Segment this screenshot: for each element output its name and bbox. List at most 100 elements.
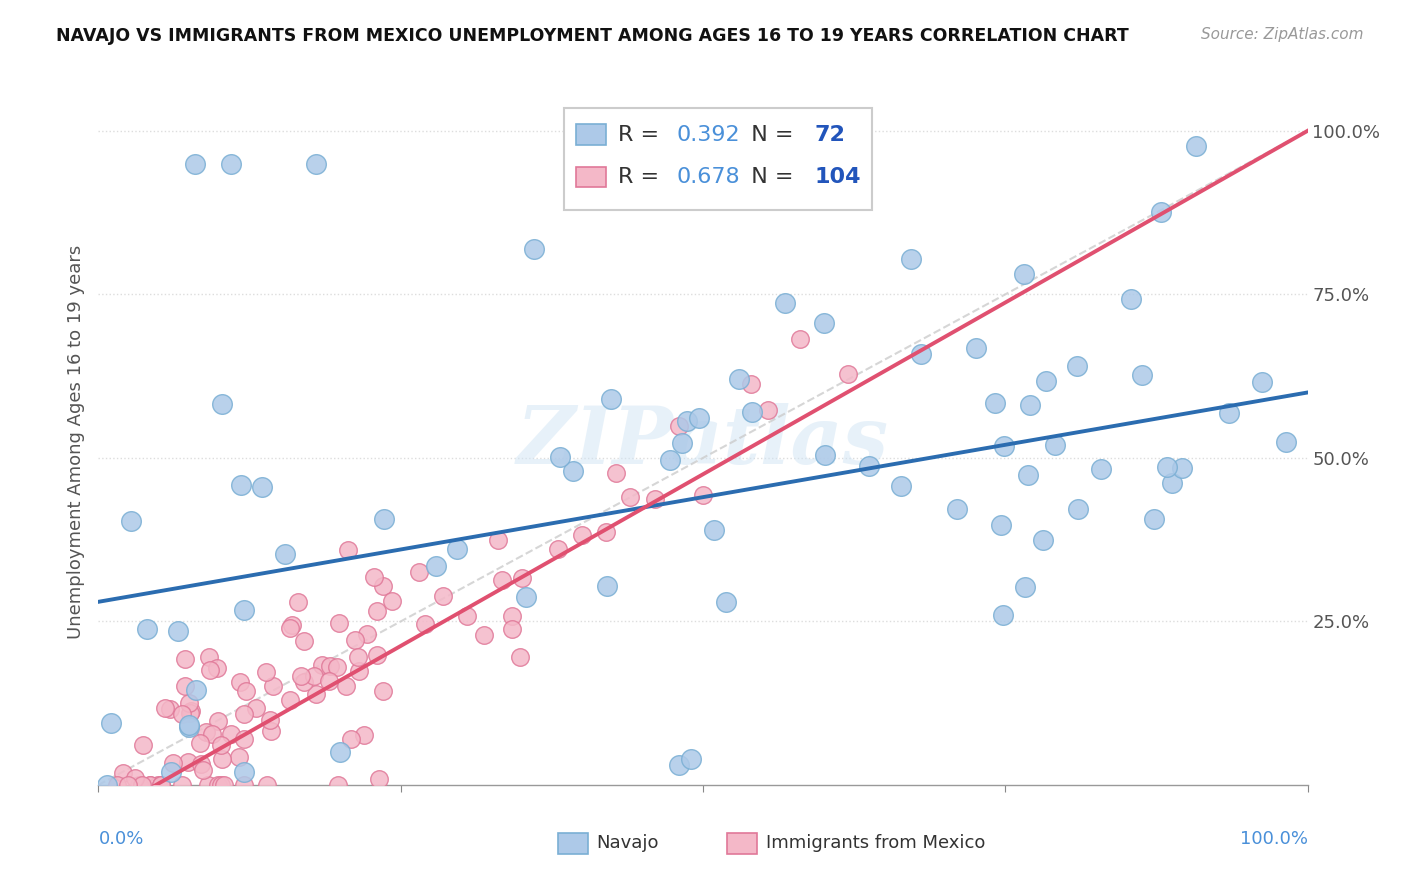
- Point: [131, 778, 153, 792]
- Point: [425, 559, 447, 574]
- Point: [212, 778, 235, 792]
- Point: [128, 778, 150, 792]
- Text: N =: N =: [737, 167, 800, 187]
- Point: [191, 763, 214, 777]
- Point: [1171, 461, 1194, 475]
- Point: [983, 395, 1005, 409]
- FancyBboxPatch shape: [564, 109, 872, 211]
- Point: [756, 403, 779, 417]
- Point: [605, 466, 627, 480]
- Point: [281, 617, 304, 632]
- Text: Navajo: Navajo: [596, 834, 659, 853]
- Point: [965, 341, 987, 355]
- Text: N =: N =: [737, 125, 800, 145]
- Text: 0.392: 0.392: [676, 125, 740, 145]
- Text: 0.0%: 0.0%: [98, 830, 143, 847]
- Point: [96, 778, 118, 792]
- Point: [501, 622, 523, 636]
- Point: [1218, 406, 1240, 420]
- Point: [1275, 435, 1298, 450]
- Point: [132, 738, 155, 752]
- Point: [716, 595, 738, 609]
- Point: [304, 669, 326, 683]
- Point: [305, 156, 328, 170]
- Point: [858, 458, 880, 473]
- Point: [1014, 580, 1036, 594]
- Point: [472, 628, 495, 642]
- Point: [658, 453, 681, 467]
- FancyBboxPatch shape: [558, 833, 588, 854]
- Point: [1156, 460, 1178, 475]
- Point: [190, 756, 212, 771]
- Point: [139, 778, 162, 792]
- Point: [160, 764, 183, 779]
- Point: [381, 594, 404, 608]
- Point: [993, 440, 1015, 454]
- Point: [1143, 511, 1166, 525]
- Text: R =: R =: [619, 167, 666, 187]
- Point: [329, 745, 352, 759]
- Point: [600, 392, 623, 407]
- Point: [235, 684, 257, 698]
- Point: [221, 156, 243, 170]
- Point: [150, 778, 173, 792]
- Point: [197, 778, 219, 792]
- Point: [166, 624, 188, 638]
- Point: [371, 578, 394, 592]
- Point: [548, 450, 571, 465]
- Point: [619, 490, 641, 504]
- Point: [233, 732, 256, 747]
- Point: [232, 764, 254, 779]
- Point: [117, 778, 139, 792]
- Point: [111, 766, 134, 780]
- Point: [671, 436, 693, 450]
- Point: [366, 604, 388, 618]
- Point: [162, 756, 184, 770]
- Point: [136, 622, 159, 636]
- Point: [1017, 467, 1039, 482]
- Point: [149, 778, 172, 792]
- Point: [207, 778, 229, 792]
- Point: [278, 693, 301, 707]
- Point: [373, 512, 395, 526]
- Point: [211, 397, 233, 411]
- Point: [179, 720, 201, 734]
- Text: NAVAJO VS IMMIGRANTS FROM MEXICO UNEMPLOYMENT AMONG AGES 16 TO 19 YEARS CORRELAT: NAVAJO VS IMMIGRANTS FROM MEXICO UNEMPLO…: [56, 27, 1129, 45]
- Point: [366, 648, 388, 662]
- Point: [176, 755, 198, 769]
- Point: [339, 732, 361, 747]
- Point: [274, 547, 297, 561]
- FancyBboxPatch shape: [576, 167, 606, 187]
- Point: [159, 702, 181, 716]
- Point: [491, 574, 513, 588]
- Point: [256, 778, 278, 792]
- Point: [180, 704, 202, 718]
- FancyBboxPatch shape: [576, 124, 606, 145]
- Point: [1066, 359, 1088, 373]
- Point: [344, 633, 367, 648]
- Point: [170, 778, 193, 792]
- Point: [347, 650, 370, 665]
- Point: [571, 528, 593, 542]
- Point: [318, 674, 340, 689]
- Point: [1032, 533, 1054, 547]
- Point: [347, 664, 370, 678]
- Point: [413, 616, 436, 631]
- Text: 72: 72: [814, 125, 845, 145]
- Point: [356, 627, 378, 641]
- Point: [813, 317, 835, 331]
- Point: [280, 621, 302, 635]
- Point: [179, 706, 201, 720]
- Point: [259, 713, 281, 727]
- Point: [335, 680, 357, 694]
- Point: [1251, 375, 1274, 389]
- Point: [668, 419, 690, 434]
- Point: [184, 682, 207, 697]
- Point: [692, 488, 714, 502]
- Point: [207, 714, 229, 728]
- Point: [368, 772, 391, 786]
- Point: [262, 679, 284, 693]
- Point: [305, 687, 328, 701]
- Point: [990, 517, 1012, 532]
- Point: [259, 724, 281, 739]
